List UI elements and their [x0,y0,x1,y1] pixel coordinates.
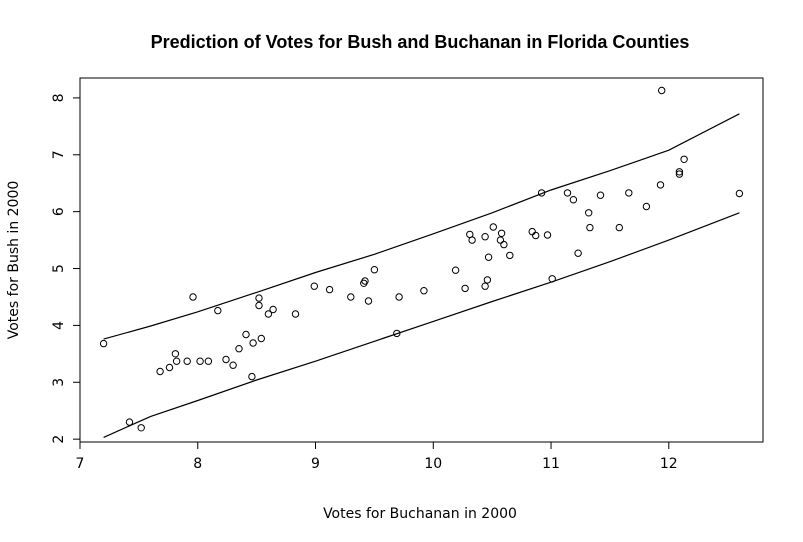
plot-frame [79,77,764,443]
data-point [451,266,460,274]
data-point [656,181,665,189]
data-point [468,236,476,244]
data-point [249,339,257,347]
data-point [255,294,263,302]
data-point [642,202,651,211]
data-point [269,305,277,314]
data-point [481,282,489,290]
data-point [395,293,403,301]
x-tick-label: 12 [660,456,678,472]
data-point [532,231,540,240]
data-point [347,293,355,301]
y-axis-label: Votes for Bush in 2000 [6,181,22,340]
data-point [500,240,508,249]
data-point [172,357,181,365]
x-axis: 7 8 9 10 11 12 [76,442,678,472]
y-tick-label: 6 [51,207,67,216]
lower-prediction-line [103,212,740,438]
y-axis: 2 3 4 5 6 7 8 [51,93,80,444]
x-tick-label: 10 [424,456,442,472]
data-point [625,189,633,197]
data-point [204,357,213,365]
y-tick-label: 3 [51,378,67,387]
data-point [497,229,506,238]
y-tick-label: 8 [51,93,67,102]
prediction-bands [103,113,740,438]
data-point [165,363,174,372]
y-tick-label: 7 [51,150,67,159]
data-point [420,287,428,295]
data-point [548,275,556,283]
data-point [156,367,164,376]
data-point [675,168,684,176]
data-point [171,350,180,358]
y-tick-label: 5 [51,264,67,273]
data-point [222,355,230,364]
data-point [658,86,666,95]
data-point [615,223,623,232]
data-point [543,231,552,239]
data-point [248,372,256,381]
data-point [137,424,145,432]
x-tick-label: 9 [311,456,320,472]
upper-prediction-line [103,113,740,340]
data-point [264,310,273,318]
data-point [214,306,222,315]
data-point [484,253,493,261]
data-point [310,282,318,290]
data-point [574,249,582,257]
data-point [569,196,578,204]
y-tick-label: 4 [51,321,67,330]
data-point [461,284,469,293]
x-axis-label: Votes for Buchanan in 2000 [323,506,517,522]
data-point [235,345,243,353]
data-point [189,293,197,301]
data-point [680,155,688,164]
data-point [196,357,204,365]
x-tick-label: 11 [542,456,560,472]
data-point [585,209,593,217]
data-point [370,266,379,274]
data-point [183,357,191,365]
data-points [99,86,744,432]
data-point [361,277,369,285]
data-point [537,189,546,197]
data-point [99,339,108,348]
data-point [675,170,684,178]
chart-title: Prediction of Votes for Bush and Buchana… [151,32,690,52]
data-point [563,189,572,197]
data-point [125,418,134,426]
data-point [489,223,497,231]
data-point [528,227,536,236]
data-point [506,251,514,260]
x-tick-label: 7 [76,456,85,472]
data-point [481,233,489,241]
data-point [242,330,250,339]
data-point [257,334,265,343]
data-point [586,223,594,232]
data-point [291,310,300,318]
data-point [596,191,605,199]
y-tick-label: 2 [51,435,67,444]
data-point [364,297,373,305]
data-point [325,285,334,294]
data-point [229,361,237,369]
data-point [735,189,744,198]
data-point [496,236,505,244]
data-point [255,301,263,310]
data-point [483,276,492,284]
x-tick-label: 8 [193,456,202,472]
data-point [393,329,401,338]
